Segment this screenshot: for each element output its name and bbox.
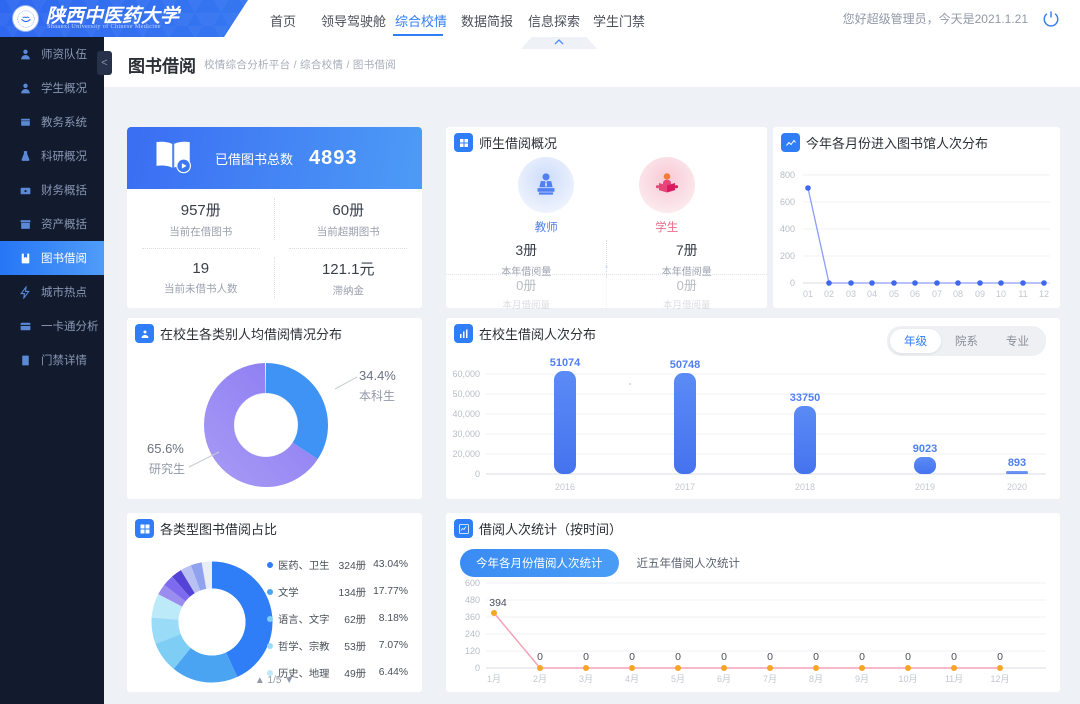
svg-text:360: 360	[465, 612, 480, 622]
svg-text:0: 0	[859, 651, 865, 663]
svg-text:0: 0	[583, 651, 589, 663]
svg-text:0: 0	[790, 278, 795, 288]
svg-text:0: 0	[721, 651, 727, 663]
svg-text:0: 0	[767, 651, 773, 663]
svg-text:400: 400	[780, 224, 795, 234]
svg-text:0: 0	[475, 469, 480, 479]
svg-text:51074: 51074	[550, 357, 581, 369]
svg-text:03: 03	[846, 289, 856, 299]
svg-text:30,000: 30,000	[452, 429, 480, 439]
svg-text:2020: 2020	[1007, 482, 1027, 492]
svg-text:50748: 50748	[670, 359, 701, 371]
svg-text:0: 0	[475, 663, 480, 673]
svg-text:08: 08	[953, 289, 963, 299]
svg-text:07: 07	[932, 289, 942, 299]
svg-text:12月: 12月	[990, 674, 1009, 684]
svg-text:2016: 2016	[555, 482, 575, 492]
svg-text:06: 06	[910, 289, 920, 299]
svg-text:65.6%: 65.6%	[147, 441, 184, 456]
svg-text:7月: 7月	[763, 674, 777, 684]
svg-text:2019: 2019	[915, 482, 935, 492]
svg-text:11: 11	[1018, 289, 1027, 299]
svg-text:60,000: 60,000	[452, 369, 480, 379]
svg-text:0: 0	[629, 651, 635, 663]
svg-text:20,000: 20,000	[452, 449, 480, 459]
svg-text:09: 09	[975, 289, 985, 299]
svg-text:893: 893	[1008, 457, 1026, 469]
svg-text:11月: 11月	[945, 674, 963, 684]
svg-text:0: 0	[951, 651, 957, 663]
svg-text:600: 600	[780, 197, 795, 207]
svg-text:0: 0	[675, 651, 681, 663]
svg-text:05: 05	[889, 289, 899, 299]
svg-text:本科生: 本科生	[359, 389, 395, 403]
svg-text:0: 0	[813, 651, 819, 663]
svg-text:01: 01	[803, 289, 813, 299]
svg-text:240: 240	[465, 629, 480, 639]
svg-text:10月: 10月	[898, 674, 917, 684]
svg-text:0: 0	[997, 651, 1003, 663]
svg-text:9023: 9023	[913, 443, 937, 455]
svg-text:33750: 33750	[790, 392, 821, 404]
svg-text:2017: 2017	[675, 482, 695, 492]
svg-text:3月: 3月	[579, 674, 593, 684]
svg-text:6月: 6月	[717, 674, 731, 684]
svg-text:研究生: 研究生	[149, 461, 185, 476]
svg-text:0: 0	[537, 651, 543, 663]
svg-text:40,000: 40,000	[452, 409, 480, 419]
svg-text:4月: 4月	[625, 674, 639, 684]
svg-text:200: 200	[780, 251, 795, 261]
svg-text:9月: 9月	[855, 674, 869, 684]
svg-text:480: 480	[465, 595, 480, 605]
svg-text:600: 600	[465, 579, 480, 588]
svg-text:10: 10	[996, 289, 1006, 299]
svg-text:02: 02	[824, 289, 834, 299]
svg-text:5月: 5月	[671, 674, 685, 684]
svg-text:34.4%: 34.4%	[359, 368, 396, 383]
svg-text:120: 120	[465, 646, 480, 656]
svg-text:8月: 8月	[809, 674, 823, 684]
svg-text:2月: 2月	[533, 674, 547, 684]
svg-text:12: 12	[1039, 289, 1049, 299]
svg-text:04: 04	[867, 289, 877, 299]
svg-text:394: 394	[489, 597, 507, 609]
svg-text:800: 800	[780, 170, 795, 180]
svg-text:2018: 2018	[795, 482, 815, 492]
svg-text:0: 0	[905, 651, 911, 663]
svg-text:50,000: 50,000	[452, 389, 480, 399]
svg-text:1月: 1月	[487, 674, 501, 684]
